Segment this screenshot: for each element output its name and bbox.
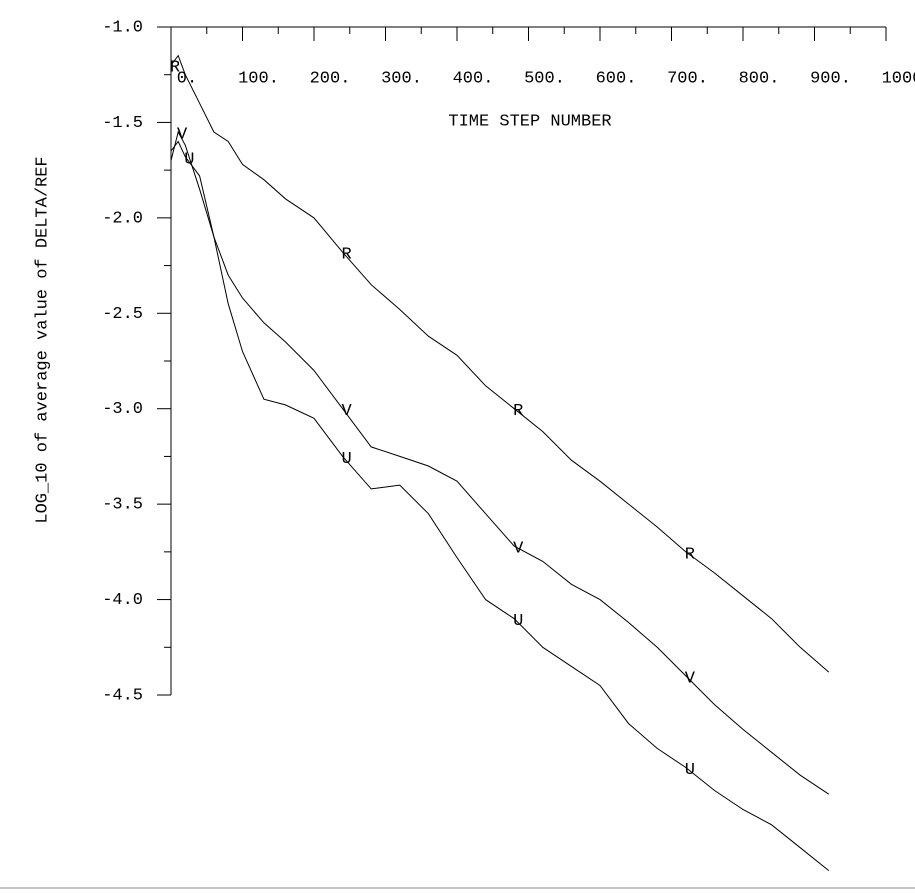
- x-tick-label: 500.: [524, 69, 565, 88]
- x-tick-label: 700.: [667, 69, 708, 88]
- y-axis-label: LOG_10 of average value of DELTA/REF: [33, 156, 52, 523]
- y-tick-label: -1.0: [102, 18, 143, 37]
- x-tick-label: 300.: [381, 69, 422, 88]
- y-tick-label: -4.5: [102, 686, 143, 705]
- y-tick-label: -2.0: [102, 209, 143, 228]
- y-tick-label: -3.5: [102, 496, 143, 515]
- y-tick-label: -3.0: [102, 400, 143, 419]
- series-marker-label: R: [513, 402, 523, 421]
- series-marker-label: V: [685, 669, 696, 688]
- series-marker-label: V: [341, 402, 352, 421]
- x-tick-label: 100.: [238, 69, 279, 88]
- series-marker-label: U: [184, 150, 194, 169]
- series-marker-label: V: [177, 125, 188, 144]
- x-tick-label: 200.: [310, 69, 351, 88]
- series-marker-label: U: [341, 450, 351, 469]
- x-tick-label: 600.: [596, 69, 637, 88]
- x-tick-label: 400.: [453, 69, 494, 88]
- series-marker-label: R: [170, 59, 180, 78]
- series-marker-label: U: [685, 761, 695, 780]
- series-line: [170, 130, 830, 795]
- x-tick-label: 900.: [810, 69, 851, 88]
- series-line: [170, 54, 830, 673]
- y-tick-label: -1.5: [102, 114, 143, 133]
- series-marker-label: V: [513, 540, 524, 559]
- series-line: [170, 140, 830, 871]
- x-axis-label: TIME STEP NUMBER: [448, 112, 611, 131]
- y-tick-label: -4.0: [102, 591, 143, 610]
- x-tick-label: 1000: [882, 69, 915, 88]
- series-marker-label: R: [685, 545, 695, 564]
- y-tick-label: -2.5: [102, 305, 143, 324]
- series-marker-label: R: [341, 246, 351, 265]
- x-tick-label: 800.: [739, 69, 780, 88]
- series-marker-label: U: [513, 612, 523, 631]
